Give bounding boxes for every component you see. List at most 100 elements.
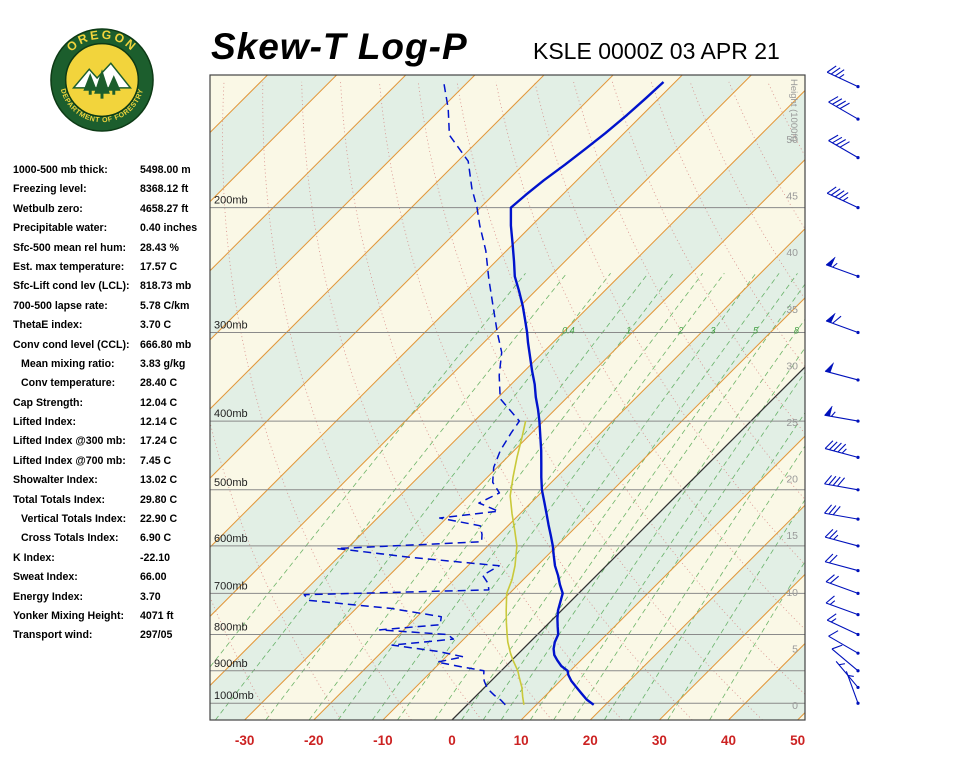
height-tick-label: 10 — [786, 587, 798, 599]
index-value: 4658.27 ft — [140, 202, 189, 215]
height-tick-label: 15 — [786, 530, 798, 542]
temperature-trace — [509, 81, 665, 706]
height-axis-caption: Height (1000ft) — [788, 79, 799, 142]
mixing-ratio-labels: 0.4 1 2 3 5 8 — [562, 326, 799, 336]
index-value: 17.57 C — [140, 260, 178, 273]
index-row: Wetbulb zero: 4658.27 ft — [13, 200, 215, 219]
dewpoint-trace — [303, 81, 521, 706]
index-label: Showalter Index: — [13, 474, 98, 487]
index-label: Energy Index: — [13, 590, 84, 603]
index-value: 7.45 C — [140, 454, 172, 467]
index-value: 28.43 % — [140, 241, 179, 254]
temperature-tick-label: 30 — [652, 733, 667, 748]
index-row: Yonker Mixing Height: 4071 ft — [13, 607, 215, 626]
index-row: 1000-500 mb thick: 5498.00 m — [13, 161, 215, 180]
odf-logo: OREGON DEPARTMENT OF FORESTRY — [50, 27, 154, 132]
index-row: Freezing level: 8368.12 ft — [13, 180, 215, 199]
index-label: K Index: — [13, 551, 55, 564]
index-row: Mean mixing ratio: 3.83 g/kg — [13, 355, 215, 374]
temperature-tick-label: 40 — [721, 733, 736, 748]
index-value: 3.83 g/kg — [140, 357, 186, 370]
index-label: Sweat Index: — [13, 571, 78, 584]
index-value: 12.04 C — [140, 396, 178, 409]
svg-text:5: 5 — [753, 326, 759, 336]
index-row: Lifted Index @300 mb: 17.24 C — [13, 432, 215, 451]
wind-barbs — [824, 65, 860, 705]
index-value: 8368.12 ft — [140, 183, 189, 196]
height-tick-label: 45 — [786, 191, 798, 203]
pressure-label: 500mb — [214, 477, 248, 489]
pressure-label: 400mb — [214, 408, 248, 420]
temperature-tick-label: -10 — [373, 733, 393, 748]
index-label: Wetbulb zero: — [13, 202, 83, 215]
index-row: Total Totals Index: 29.80 C — [13, 491, 215, 510]
index-value: 818.73 mb — [140, 280, 192, 293]
height-tick-label: 5 — [792, 643, 798, 655]
temperature-tick-label: -30 — [235, 733, 255, 748]
index-label: 1000-500 mb thick: — [13, 164, 108, 176]
index-value: 666.80 mb — [140, 338, 192, 351]
index-label: Sfc-500 mean rel hum: — [13, 241, 127, 254]
index-label: Lifted Index: — [13, 416, 76, 429]
index-label: Transport wind: — [13, 629, 93, 642]
index-label: ThetaE index: — [13, 319, 83, 332]
index-row: Sweat Index: 66.00 — [13, 568, 215, 587]
pressure-label: 600mb — [214, 533, 248, 545]
temperature-tick-label: 0 — [448, 733, 456, 748]
pressure-label: 900mb — [214, 658, 248, 670]
index-value: 297/05 — [140, 629, 173, 642]
pressure-label: 800mb — [214, 622, 248, 634]
index-row: Transport wind: 297/05 — [13, 626, 215, 645]
wetbulb-trace — [505, 420, 527, 705]
temperature-axis: -30 -20 -10 0 10 20 30 40 50 — [235, 733, 805, 748]
index-value: 22.90 C — [140, 513, 178, 526]
index-value: -22.10 — [140, 551, 171, 564]
index-label: 700-500 lapse rate: — [13, 299, 108, 312]
svg-text:2: 2 — [677, 326, 683, 336]
index-row: Vertical Totals Index: 22.90 C — [13, 510, 215, 529]
index-label: Precipitable water: — [13, 222, 108, 235]
index-value: 29.80 C — [140, 493, 178, 506]
height-tick-label: 30 — [786, 360, 798, 372]
temperature-tick-label: 50 — [790, 733, 805, 748]
index-row: K Index: -22.10 — [13, 549, 215, 568]
index-value: 4071 ft — [140, 609, 174, 622]
pressure-label: 200mb — [214, 195, 248, 207]
index-row: Conv temperature: 28.40 C — [13, 374, 215, 393]
index-row: ThetaE index: 3.70 C — [13, 316, 215, 335]
index-value: 17.24 C — [140, 435, 178, 448]
sounding-indices-panel: 1000-500 mb thick: 5498.00 m Freezing leve… — [13, 161, 215, 646]
logo-trees — [83, 69, 121, 99]
svg-text:0.4: 0.4 — [562, 326, 575, 336]
index-row: Lifted Index @700 mb: 7.45 C — [13, 452, 215, 471]
height-tick-label: 0 — [792, 700, 798, 712]
temperature-tick-label: 10 — [514, 733, 529, 748]
index-label: Vertical Totals Index: — [21, 513, 127, 526]
index-value: 66.00 — [140, 571, 167, 584]
svg-text:1: 1 — [626, 326, 631, 336]
isotherm-lines — [210, 75, 805, 720]
index-label: Mean mixing ratio: — [21, 357, 115, 370]
dry-adiabat-lines — [210, 81, 805, 720]
index-label: Total Totals Index: — [13, 493, 106, 506]
height-tick-label: 50 — [786, 134, 798, 146]
index-row: 700-500 lapse rate: 5.78 C/km — [13, 297, 215, 316]
index-label: Lifted Index @300 mb: — [13, 435, 126, 448]
index-row: Est. max temperature: 17.57 C — [13, 258, 215, 277]
svg-text:8: 8 — [794, 326, 799, 336]
index-label: Conv temperature: — [21, 377, 116, 390]
index-label: Est. max temperature: — [13, 260, 125, 273]
height-tick-label: 25 — [786, 417, 798, 429]
index-label: Freezing level: — [13, 183, 87, 196]
station-datetime-label: KSLE 0000Z 03 APR 21 — [533, 38, 780, 64]
temperature-tick-label: -20 — [304, 733, 324, 748]
index-value: 13.02 C — [140, 474, 178, 487]
sounding-traces — [303, 81, 665, 706]
index-row: Cross Totals Index: 6.90 C — [13, 529, 215, 548]
mixing-ratio-lines — [210, 273, 805, 720]
index-label: Yonker Mixing Height: — [13, 609, 125, 622]
index-label: Sfc-Lift cond lev (LCL): — [13, 280, 130, 293]
